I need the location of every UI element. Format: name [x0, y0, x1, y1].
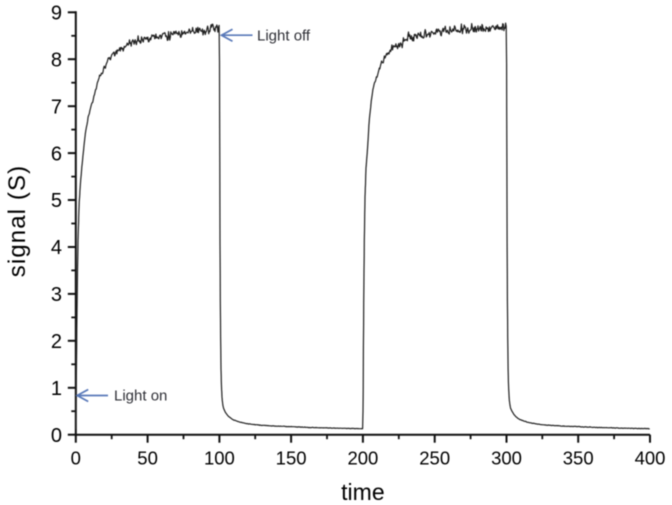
svg-text:100: 100 [204, 448, 235, 469]
svg-text:6: 6 [51, 143, 62, 165]
svg-text:350: 350 [563, 448, 594, 469]
svg-text:time: time [341, 479, 384, 505]
svg-text:Light off: Light off [257, 27, 311, 44]
svg-text:0: 0 [71, 448, 81, 469]
svg-text:4: 4 [51, 237, 62, 259]
svg-text:0: 0 [51, 425, 62, 447]
svg-text:8: 8 [51, 49, 62, 71]
svg-text:150: 150 [276, 448, 307, 469]
svg-text:5: 5 [51, 190, 62, 212]
svg-text:3: 3 [51, 284, 62, 306]
svg-text:2: 2 [51, 331, 62, 353]
svg-text:7: 7 [51, 96, 62, 118]
svg-text:1: 1 [51, 378, 62, 400]
svg-text:250: 250 [419, 448, 450, 469]
svg-text:400: 400 [635, 448, 666, 469]
svg-text:200: 200 [347, 448, 378, 469]
svg-text:Light on: Light on [114, 388, 167, 405]
svg-text:9: 9 [51, 3, 62, 25]
svg-text:signal (S): signal (S) [4, 165, 31, 277]
svg-text:50: 50 [137, 448, 158, 469]
svg-text:300: 300 [491, 448, 522, 469]
